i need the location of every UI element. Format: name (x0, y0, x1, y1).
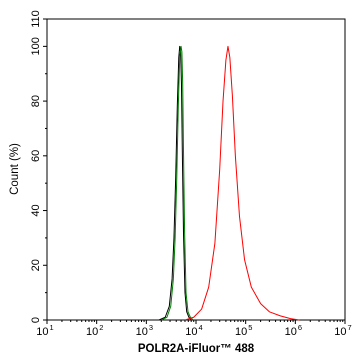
y-axis-ticks: 0 20 40 60 80 100 110 (30, 10, 47, 323)
series-line-2 (161, 45, 194, 321)
x-axis-ticks: 101 102 103 104 105 106 107 (36, 320, 352, 338)
x-axis-title: POLR2A-iFluor™ 488 (138, 343, 255, 355)
y-tick-label: 60 (30, 150, 42, 162)
x-tick-label: 104 (185, 323, 202, 338)
y-tick-label: 110 (30, 10, 42, 28)
x-tick-label: 103 (136, 323, 153, 338)
y-axis-title: Count (%) (9, 143, 21, 195)
plot-frame (46, 18, 346, 321)
y-tick-label: 40 (30, 204, 42, 216)
y-tick-label: 20 (30, 259, 42, 271)
x-tick-label: 106 (285, 323, 302, 338)
series-line-1 (158, 45, 192, 321)
x-tick-label: 102 (86, 323, 103, 338)
y-tick-label: 80 (30, 95, 42, 107)
y-tick-label: 0 (30, 317, 42, 323)
x-tick-label: 107 (334, 323, 351, 338)
x-tick-label: 101 (36, 323, 53, 338)
x-tick-label: 105 (235, 323, 252, 338)
series-layer (158, 45, 300, 321)
y-tick-label: 100 (30, 37, 42, 55)
series-line-3 (184, 45, 300, 321)
